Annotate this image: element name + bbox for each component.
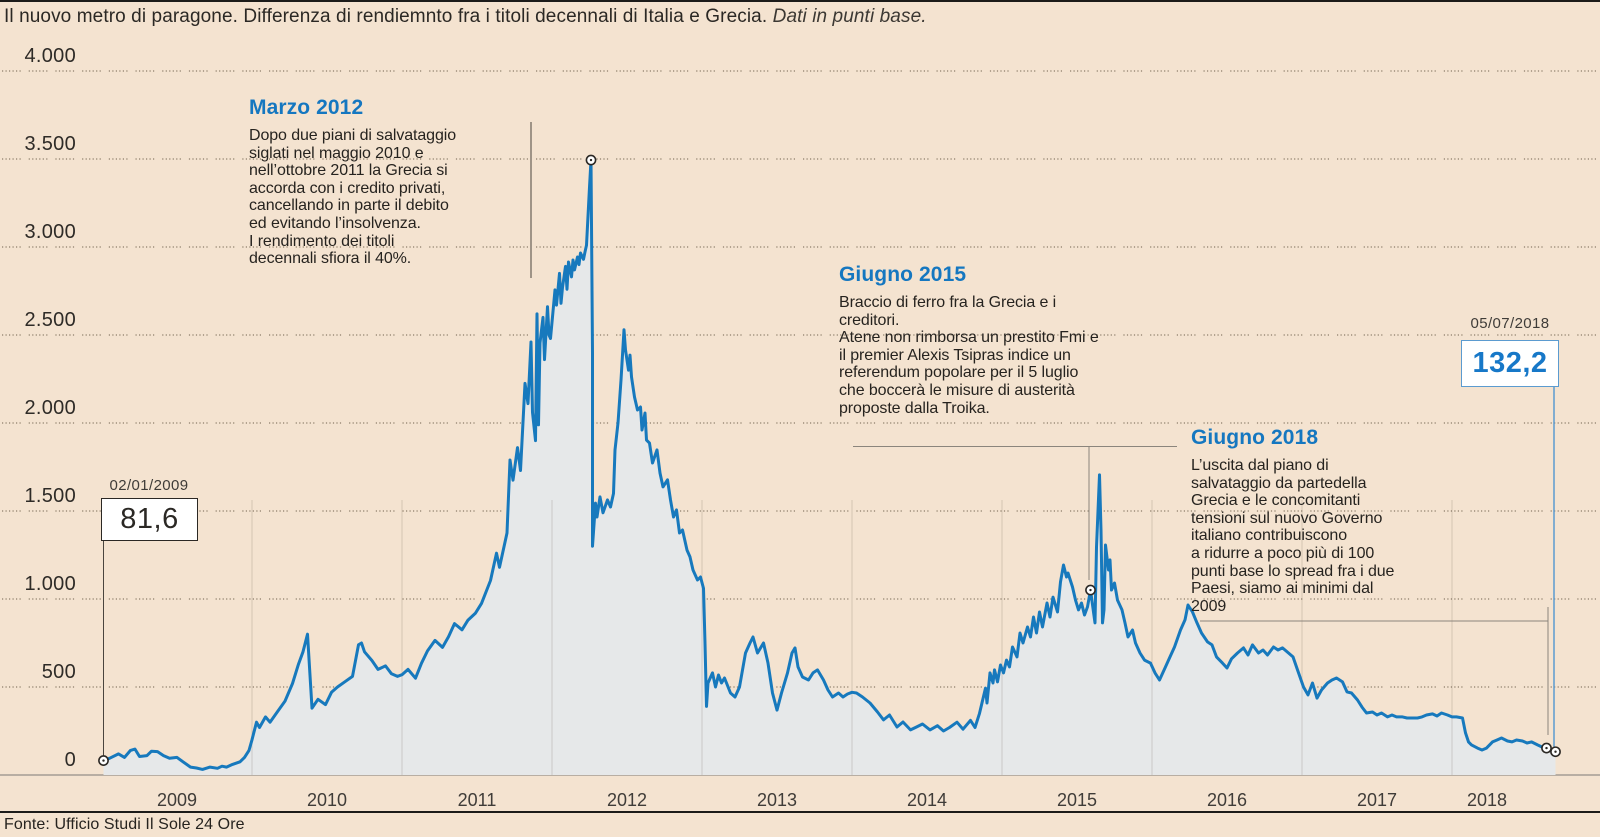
annotation-giugno-2018-heading: Giugno 2018	[1191, 426, 1319, 449]
series-line	[102, 158, 1557, 771]
marker-dot-start-point	[102, 759, 105, 762]
y-tick-label-3.500: 3.500	[24, 133, 76, 155]
series-area-fill	[103, 160, 1556, 776]
giugno-2018-leader-line	[1200, 607, 1549, 735]
y-tick-label-500: 500	[41, 661, 76, 683]
marker-dot-end-point	[1554, 750, 1557, 753]
x-tick-label-2016: 2016	[1206, 790, 1248, 810]
x-tick-label-2013: 2013	[756, 790, 798, 810]
y-tick-label-2.000: 2.000	[24, 397, 76, 419]
callout-start-date: 02/01/2009	[109, 477, 189, 494]
marker-dot-giugno-2015-point	[1089, 588, 1092, 592]
bottom-rule	[0, 811, 1600, 813]
x-tick-label-2012: 2012	[606, 790, 648, 810]
x-tick-label-2017: 2017	[1356, 790, 1398, 810]
annotation-giugno-2015-body: Braccio di ferro fra la Grecia e i credi…	[839, 294, 1099, 417]
callout-end-value: 132,2	[1461, 340, 1559, 387]
marker-dot-marzo-2012-peak	[589, 158, 593, 162]
annotation-giugno-2015: Giugno 2015 Braccio di ferro fra la Grec…	[839, 263, 1159, 417]
y-tick-label-1.500: 1.500	[24, 485, 76, 507]
x-tick-label-2011: 2011	[457, 790, 497, 810]
y-tick-label-3.000: 3.000	[24, 221, 76, 243]
x-tick-label-2015: 2015	[1056, 790, 1098, 810]
y-tick-label-1.000: 1.000	[24, 573, 76, 595]
annotation-giugno-2015-heading: Giugno 2015	[839, 263, 967, 286]
source-line: Fonte: Ufficio Studi Il Sole 24 Ore	[4, 816, 245, 833]
x-tick-label-2009: 2009	[156, 790, 198, 810]
x-tick-label-2014: 2014	[906, 790, 948, 810]
callout-end-date: 05/07/2018	[1470, 315, 1550, 332]
giugno-2015-leader-line	[853, 446, 1177, 580]
annotation-giugno-2018: Giugno 2018 L’uscita dal piano di salvat…	[1191, 426, 1491, 615]
chart-title: Il nuovo metro di paragone. Differenza d…	[4, 6, 927, 28]
marker-dot-giugno-2018-point	[1545, 746, 1548, 750]
callout-start-value: 81,6	[101, 498, 198, 541]
annotation-marzo-2012: Marzo 2012 Dopo due piani di salvataggio…	[249, 96, 519, 268]
top-rule	[0, 0, 1600, 2]
annotation-giugno-2018-body: L’uscita dal piano di salvataggio da par…	[1191, 457, 1395, 615]
annotation-marzo-2012-heading: Marzo 2012	[249, 96, 364, 119]
chart-title-note: Dati in punti base.	[772, 6, 927, 27]
x-tick-label-2018: 2018	[1466, 790, 1508, 810]
x-tick-label-2010: 2010	[306, 790, 348, 810]
y-tick-label-4.000: 4.000	[24, 45, 76, 67]
annotation-marzo-2012-body: Dopo due piani di salvataggio siglati ne…	[249, 127, 457, 268]
y-tick-label-0: 0	[64, 749, 76, 771]
y-tick-label-2.500: 2.500	[24, 309, 76, 331]
chart-title-main: Il nuovo metro di paragone. Differenza d…	[4, 6, 768, 27]
